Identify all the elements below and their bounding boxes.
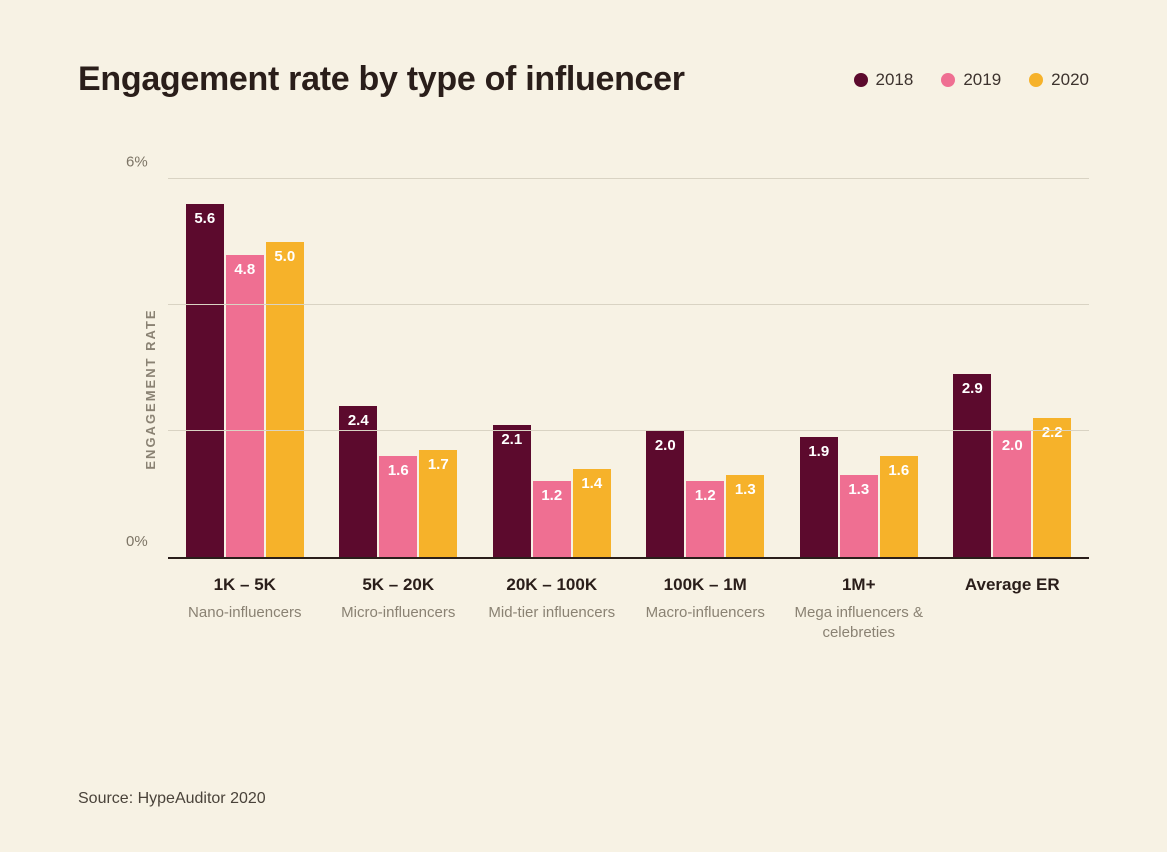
bar-2019: 1.2 (686, 481, 724, 557)
bar-2019: 1.3 (840, 475, 878, 557)
category-subtitle: Macro-influencers (635, 603, 777, 623)
bar-value-label: 2.0 (1002, 437, 1023, 454)
gridline (168, 304, 1089, 305)
x-category-label: 5K – 20K Micro-influencers (322, 575, 476, 642)
bar-value-label: 1.3 (848, 481, 869, 498)
chart-area: ENGAGEMENT RATE 5.6 4.8 5.0 2.4 1.6 1.7 2.1 1.2… (128, 179, 1089, 599)
legend: 2018 2019 2020 (854, 70, 1089, 90)
y-tick-label: 0% (126, 533, 148, 550)
gridline (168, 178, 1089, 179)
bar-value-label: 2.4 (348, 412, 369, 429)
bar-value-label: 1.7 (428, 456, 449, 473)
bar-value-label: 1.6 (888, 462, 909, 479)
bar-group: 5.6 4.8 5.0 (168, 179, 322, 557)
bar-2020: 1.7 (419, 450, 457, 557)
category-range: 20K – 100K (481, 575, 623, 595)
chart-header: Engagement rate by type of influencer 20… (78, 60, 1089, 99)
bar-2020: 1.4 (573, 469, 611, 557)
legend-item-2019: 2019 (941, 70, 1001, 90)
x-category-label: 100K – 1M Macro-influencers (629, 575, 783, 642)
bar-group: 2.0 1.2 1.3 (629, 179, 783, 557)
category-subtitle: Mid-tier influencers (481, 603, 623, 623)
bar-value-label: 1.2 (695, 487, 716, 504)
category-range: 5K – 20K (328, 575, 470, 595)
bar-2018: 2.1 (493, 425, 531, 557)
legend-swatch (941, 73, 955, 87)
bar-value-label: 5.6 (194, 210, 215, 227)
legend-item-2020: 2020 (1029, 70, 1089, 90)
bar-groups: 5.64.85.02.41.61.72.11.21.42.01.21.31.91… (168, 179, 1089, 557)
legend-label: 2019 (963, 70, 1001, 90)
category-range: 1K – 5K (174, 575, 316, 595)
x-category-label: 1K – 5K Nano-influencers (168, 575, 322, 642)
bar-value-label: 2.2 (1042, 424, 1063, 441)
x-category-label: Average ER (936, 575, 1090, 642)
y-tick-label: 6% (126, 154, 148, 171)
legend-label: 2018 (876, 70, 914, 90)
chart-title: Engagement rate by type of influencer (78, 60, 685, 99)
bar-2020: 1.3 (726, 475, 764, 557)
bar-group: 2.4 1.6 1.7 (322, 179, 476, 557)
bar-value-label: 1.2 (541, 487, 562, 504)
bar-2020: 2.2 (1033, 418, 1071, 557)
bar-2018: 2.4 (339, 406, 377, 557)
category-range: 100K – 1M (635, 575, 777, 595)
category-range: Average ER (942, 575, 1084, 595)
chart-container: Engagement rate by type of influencer 20… (0, 0, 1167, 852)
x-axis-labels: 1K – 5K Nano-influencers 5K – 20K Micro-inf… (168, 575, 1089, 642)
x-category-label: 1M+ Mega influencers & celebreties (782, 575, 936, 642)
category-range: 1M+ (788, 575, 930, 595)
legend-label: 2020 (1051, 70, 1089, 90)
bar-group: 2.1 1.2 1.4 (475, 179, 629, 557)
bar-value-label: 2.0 (655, 437, 676, 454)
x-category-label: 20K – 100K Mid-tier influencers (475, 575, 629, 642)
bar-2018: 1.9 (800, 437, 838, 557)
bar-2018: 2.0 (646, 431, 684, 557)
bar-2018: 2.9 (953, 374, 991, 557)
y-axis-label: ENGAGEMENT RATE (143, 308, 158, 469)
bar-value-label: 1.9 (808, 443, 829, 460)
category-subtitle: Mega influencers & celebreties (788, 603, 930, 642)
bar-value-label: 5.0 (274, 248, 295, 265)
bar-2018: 5.6 (186, 204, 224, 557)
bar-group: 1.9 1.3 1.6 (782, 179, 936, 557)
bar-2019: 4.8 (226, 255, 264, 557)
bar-2019: 2.0 (993, 431, 1031, 557)
bar-value-label: 4.8 (234, 261, 255, 278)
bar-2020: 5.0 (266, 242, 304, 557)
legend-item-2018: 2018 (854, 70, 914, 90)
bar-2019: 1.6 (379, 456, 417, 557)
bar-value-label: 2.1 (501, 431, 522, 448)
bar-value-label: 1.3 (735, 481, 756, 498)
bar-2020: 1.6 (880, 456, 918, 557)
bar-group: 2.9 2.0 2.2 (936, 179, 1090, 557)
category-subtitle: Nano-influencers (174, 603, 316, 623)
plot-area: 5.64.85.02.41.61.72.11.21.42.01.21.31.91… (168, 179, 1089, 559)
bar-value-label: 2.9 (962, 380, 983, 397)
bar-value-label: 1.6 (388, 462, 409, 479)
category-subtitle: Micro-influencers (328, 603, 470, 623)
legend-swatch (1029, 73, 1043, 87)
gridline (168, 430, 1089, 431)
bar-value-label: 1.4 (581, 475, 602, 492)
bar-2019: 1.2 (533, 481, 571, 557)
source-citation: Source: HypeAuditor 2020 (78, 790, 266, 808)
legend-swatch (854, 73, 868, 87)
